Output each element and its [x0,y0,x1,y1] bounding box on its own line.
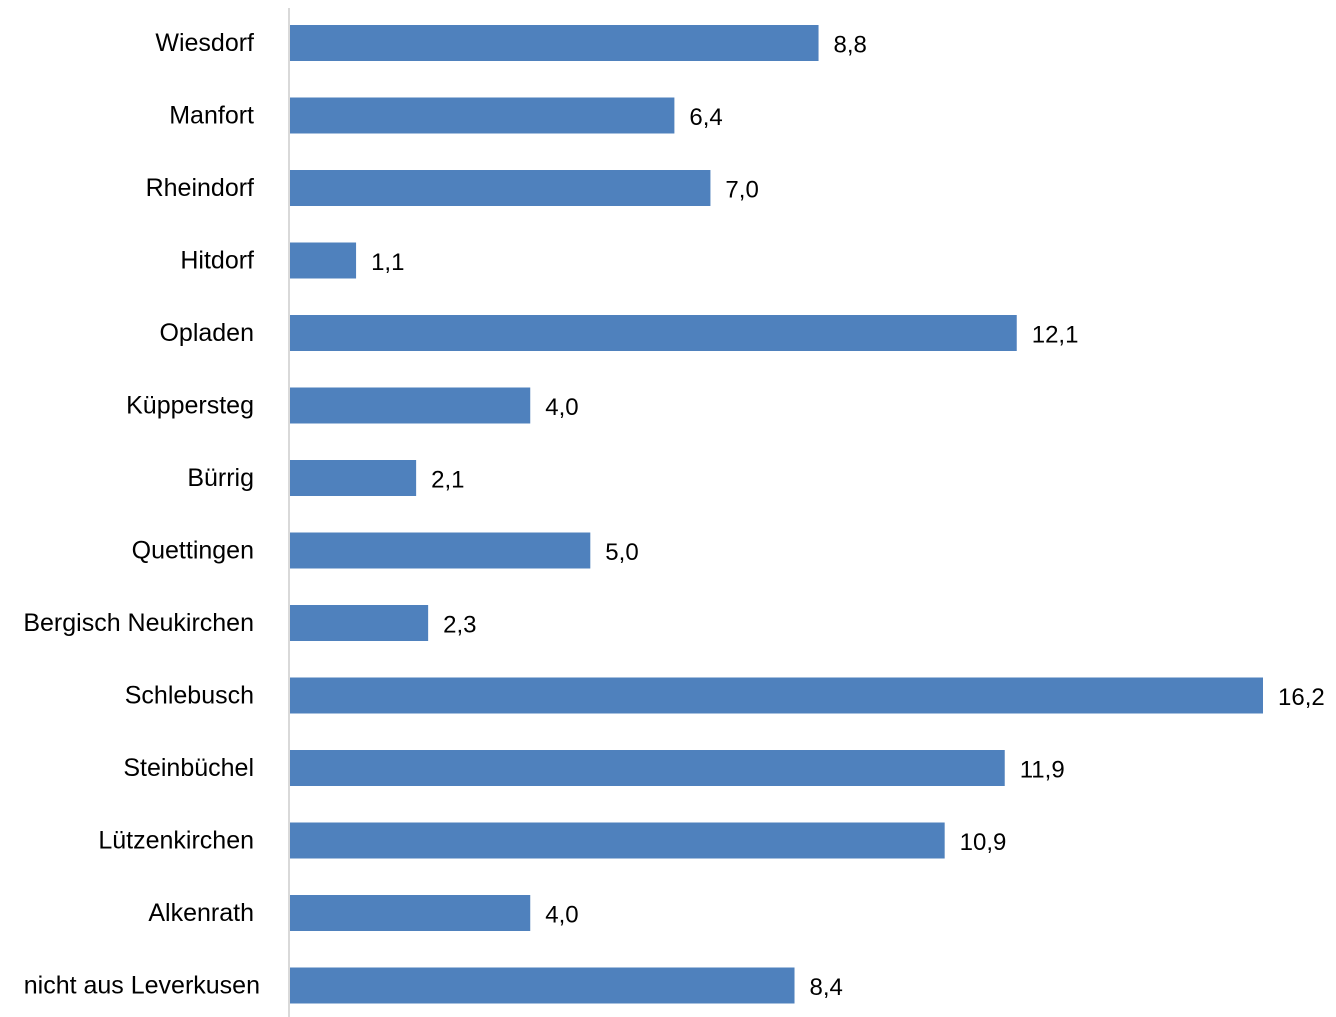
value-label: 2,3 [443,612,476,639]
bar-8 [290,605,429,641]
category-label: Rheindorf [146,174,254,202]
category-label: nicht aus Leverkusen [24,972,260,1000]
value-label: 2,1 [431,467,464,494]
category-labels: Wiesdorf Manfort Rheindorf Hitdorf Opladen Kü… [23,29,260,1000]
value-label: 6,4 [689,104,722,131]
value-label: 5,0 [605,539,638,566]
value-label: 10,9 [960,829,1007,856]
category-label: Bergisch Neukirchen [23,609,254,637]
category-label: Opladen [159,319,254,347]
value-labels: 8,8 6,4 7,0 1,1 12,1 4,0 2,1 5,0 2,3 16,2 11,9 10,9… [371,32,1325,1002]
value-label: 4,0 [545,902,578,929]
value-label: 8,8 [834,32,867,59]
value-label: 11,9 [1020,757,1065,784]
bar-3 [290,242,357,279]
category-label: Lützenkirchen [98,827,254,855]
value-label: 8,4 [810,974,843,1001]
bar-6 [290,460,417,496]
category-label: Schlebusch [125,682,254,710]
bar-11 [290,822,945,859]
bar-10 [290,750,1005,786]
category-label: Wiesdorf [155,29,254,57]
bar-2 [290,170,711,206]
bar-4 [290,315,1017,351]
category-label: Hitdorf [180,247,254,275]
bar-5 [290,387,531,424]
category-label: Alkenrath [148,899,254,927]
category-label: Küppersteg [126,392,254,420]
bar-12 [290,895,531,931]
value-label: 4,0 [545,394,578,421]
category-label: Manfort [169,102,254,130]
bar-group [290,25,1263,1004]
bar-1 [290,97,675,134]
value-label: 1,1 [371,249,404,276]
bar-7 [290,532,591,569]
value-label: 7,0 [725,177,758,204]
bar-0 [290,25,819,61]
bar-9 [290,677,1263,714]
category-label: Quettingen [132,537,254,565]
bar-13 [290,967,795,1004]
category-label: Bürrig [187,464,254,492]
category-label: Steinbüchel [123,754,254,782]
value-label: 16,2 [1278,684,1325,711]
value-label: 12,1 [1032,322,1079,349]
